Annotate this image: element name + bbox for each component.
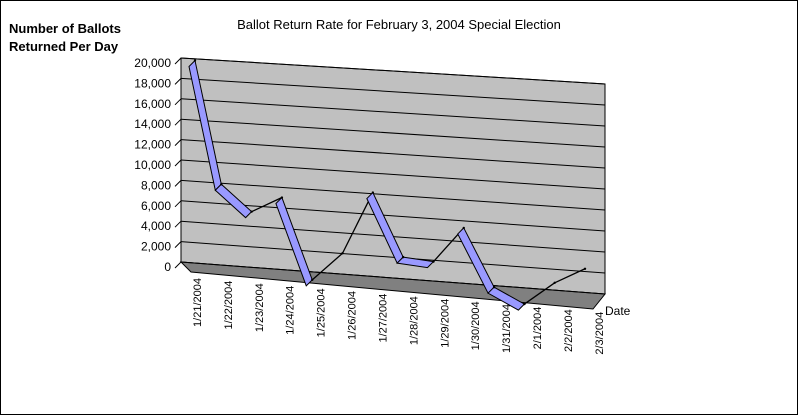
data-point bbox=[193, 59, 197, 62]
x-tick-label: 1/24/2004 bbox=[285, 286, 297, 335]
data-point bbox=[311, 278, 314, 282]
y-tick-label: 6,000 bbox=[141, 199, 171, 213]
line-segment bbox=[311, 252, 343, 281]
y-tick-mark bbox=[174, 78, 182, 85]
data-point bbox=[583, 267, 587, 270]
data-point bbox=[523, 302, 526, 306]
data-point bbox=[371, 191, 375, 194]
y-tick-mark bbox=[174, 57, 182, 65]
y-axis-label-line-2: Returned Per Day bbox=[9, 39, 119, 54]
x-tick-label: 2/3/2004 bbox=[594, 312, 606, 355]
gridline bbox=[180, 261, 606, 295]
y-tick-mark bbox=[174, 159, 182, 167]
data-point bbox=[432, 260, 435, 263]
x-tick-label: 1/29/2004 bbox=[439, 299, 451, 348]
data-point bbox=[280, 196, 284, 199]
gridline bbox=[180, 179, 606, 211]
gridline bbox=[180, 159, 606, 190]
line-segment bbox=[524, 282, 556, 305]
line-segment-ribbon bbox=[275, 196, 313, 287]
y-tick-mark bbox=[174, 139, 182, 146]
y-tick-label: 16,000 bbox=[134, 97, 171, 111]
x-tick-label: 2/1/2004 bbox=[532, 307, 544, 350]
x-tick-label: 1/30/2004 bbox=[470, 301, 482, 350]
x-tick-label: 1/22/2004 bbox=[223, 281, 235, 330]
y-tick-mark bbox=[174, 261, 182, 269]
y-tick-label: 0 bbox=[164, 260, 171, 274]
y-tick-mark bbox=[174, 118, 182, 126]
y-tick-mark bbox=[174, 241, 182, 248]
y-tick-label: 12,000 bbox=[134, 138, 171, 152]
line-segment-ribbon bbox=[214, 183, 253, 219]
x-tick-label: 1/28/2004 bbox=[408, 296, 420, 345]
y-tick-label: 8,000 bbox=[141, 178, 171, 192]
line-segment bbox=[554, 268, 586, 284]
plot-back-wall bbox=[180, 57, 606, 295]
data-point bbox=[553, 281, 556, 284]
line-segment bbox=[341, 192, 374, 254]
data-point bbox=[462, 226, 465, 230]
y-tick-label: 4,000 bbox=[141, 219, 171, 233]
y-tick-mark bbox=[174, 180, 182, 187]
line-segment-ribbon bbox=[396, 256, 435, 269]
data-point bbox=[492, 285, 496, 289]
chart-title: Ballot Return Rate for February 3, 2004 … bbox=[237, 17, 561, 32]
y-tick-mark bbox=[174, 200, 182, 208]
line-segment bbox=[251, 196, 283, 213]
data-point bbox=[250, 210, 253, 213]
gridline bbox=[180, 57, 606, 85]
x-tick-label: 1/27/2004 bbox=[377, 294, 389, 343]
y-axis-label-line-1: Number of Ballots bbox=[9, 21, 121, 36]
y-tick-label: 10,000 bbox=[134, 158, 171, 172]
y-tick-label: 14,000 bbox=[134, 117, 171, 131]
line-segment-ribbon bbox=[487, 286, 526, 311]
x-tick-label: 1/23/2004 bbox=[254, 283, 266, 332]
y-tick-label: 2,000 bbox=[141, 240, 171, 254]
data-point bbox=[401, 255, 405, 259]
x-tick-label: 1/31/2004 bbox=[501, 304, 513, 353]
gridline bbox=[180, 98, 606, 127]
x-tick-label: 1/25/2004 bbox=[316, 288, 328, 337]
y-tick-label: 20,000 bbox=[134, 56, 171, 70]
y-tick-mark bbox=[174, 98, 182, 106]
data-point bbox=[220, 183, 223, 186]
y-tick-mark bbox=[174, 220, 182, 228]
x-tick-label: 2/2/2004 bbox=[563, 309, 575, 352]
gridline bbox=[180, 118, 606, 148]
gridline bbox=[180, 77, 606, 106]
y-tick-label: 18,000 bbox=[134, 76, 171, 90]
data-point bbox=[341, 252, 344, 255]
x-tick-label: 1/26/2004 bbox=[347, 291, 359, 340]
gridline bbox=[180, 200, 606, 232]
gridline bbox=[180, 241, 606, 274]
x-tick-label: 1/21/2004 bbox=[192, 278, 204, 327]
x-axis-label: Date bbox=[605, 304, 631, 318]
gridline bbox=[180, 139, 606, 169]
